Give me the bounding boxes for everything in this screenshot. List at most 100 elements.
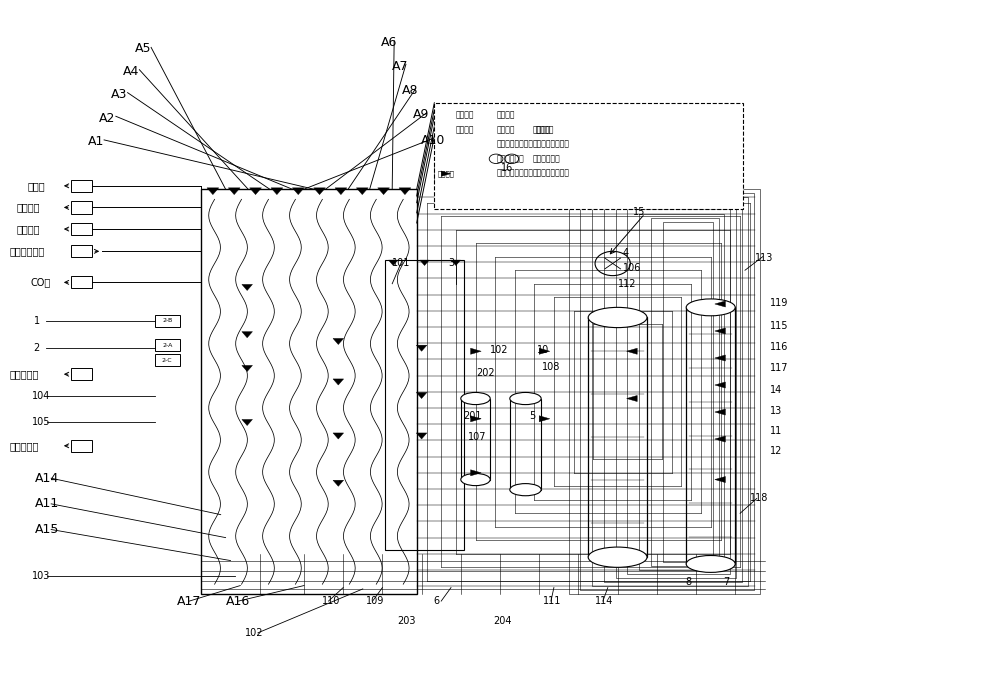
Text: A5: A5 <box>134 42 151 55</box>
Ellipse shape <box>588 307 647 328</box>
Polygon shape <box>388 260 398 265</box>
Bar <box>627 209 730 574</box>
Text: 5: 5 <box>529 411 536 421</box>
Bar <box>580 193 754 590</box>
Polygon shape <box>715 436 725 442</box>
Polygon shape <box>715 328 725 334</box>
Bar <box>686 307 735 564</box>
Text: A7: A7 <box>392 60 409 73</box>
Bar <box>448 127 464 134</box>
Bar <box>651 218 719 566</box>
Text: 4: 4 <box>622 247 629 258</box>
Text: 7: 7 <box>723 577 730 587</box>
Text: 15: 15 <box>633 207 646 217</box>
Text: 16: 16 <box>501 163 513 172</box>
Text: 108: 108 <box>542 362 561 373</box>
Text: 3: 3 <box>448 258 454 269</box>
Text: 107: 107 <box>468 432 486 442</box>
Polygon shape <box>627 348 637 354</box>
Text: 去重烃储存: 去重烃储存 <box>10 369 39 379</box>
Text: 117: 117 <box>770 363 788 373</box>
Ellipse shape <box>686 555 735 573</box>
Text: 中压氮气: 中压氮气 <box>497 125 516 134</box>
Text: 高压气相混合冷剂: 高压气相混合冷剂 <box>532 139 569 148</box>
Text: 10: 10 <box>537 345 549 355</box>
Bar <box>71 368 92 380</box>
Polygon shape <box>333 379 344 385</box>
Text: 1: 1 <box>34 316 40 326</box>
Bar <box>616 205 736 578</box>
Text: 2-C: 2-C <box>162 358 173 362</box>
Text: 高压液相混合冷剂: 高压液相混合冷剂 <box>497 169 534 178</box>
Bar <box>592 197 748 586</box>
Polygon shape <box>333 480 344 486</box>
Text: A9: A9 <box>413 108 429 121</box>
Bar <box>71 245 92 258</box>
Text: A15: A15 <box>34 523 59 536</box>
Bar <box>385 260 464 551</box>
Text: 204: 204 <box>493 617 512 626</box>
Bar <box>448 113 464 120</box>
Text: 115: 115 <box>770 321 788 331</box>
Text: 203: 203 <box>397 617 416 626</box>
Polygon shape <box>378 188 389 194</box>
Ellipse shape <box>510 393 541 404</box>
Text: A11: A11 <box>34 497 59 511</box>
Text: 14: 14 <box>770 385 782 395</box>
Text: 中压氮气: 中压氮气 <box>532 125 551 134</box>
Bar <box>604 201 742 582</box>
Text: A6: A6 <box>380 37 397 49</box>
Polygon shape <box>242 331 252 338</box>
Text: 2-A: 2-A <box>162 342 172 348</box>
Bar <box>569 189 760 595</box>
Ellipse shape <box>588 547 647 567</box>
Bar <box>71 440 92 452</box>
Polygon shape <box>416 433 427 439</box>
Polygon shape <box>441 171 451 176</box>
Polygon shape <box>292 188 304 194</box>
Polygon shape <box>228 188 240 194</box>
Polygon shape <box>715 301 725 307</box>
Text: 114: 114 <box>595 596 613 606</box>
Text: 201: 201 <box>464 411 482 421</box>
Text: 高压气相混合冷剂: 高压气相混合冷剂 <box>497 139 534 148</box>
Bar <box>434 103 743 209</box>
Ellipse shape <box>461 473 490 486</box>
Ellipse shape <box>461 393 490 404</box>
Bar <box>510 398 541 490</box>
Polygon shape <box>715 409 725 415</box>
Bar <box>155 339 180 351</box>
Ellipse shape <box>510 484 541 496</box>
Text: A2: A2 <box>99 112 116 125</box>
Text: 12: 12 <box>770 446 782 456</box>
Text: 109: 109 <box>366 596 384 606</box>
Bar <box>461 398 490 480</box>
Polygon shape <box>271 188 283 194</box>
Polygon shape <box>715 477 725 482</box>
Polygon shape <box>715 382 725 388</box>
Text: 高压氢气: 高压氢气 <box>17 224 40 234</box>
Bar <box>201 189 417 595</box>
Bar <box>155 315 180 327</box>
Bar <box>588 318 647 557</box>
Text: 高压液相混合冷剂: 高压液相混合冷剂 <box>532 169 569 178</box>
Text: 102: 102 <box>490 345 509 355</box>
Text: A1: A1 <box>87 136 104 148</box>
Text: 低压氮气: 低压氮气 <box>437 170 454 177</box>
Text: A3: A3 <box>111 88 127 101</box>
Polygon shape <box>471 470 481 476</box>
Polygon shape <box>471 415 481 422</box>
Text: 202: 202 <box>476 368 495 378</box>
Text: A10: A10 <box>421 134 445 147</box>
Text: 104: 104 <box>32 391 50 401</box>
Text: 13: 13 <box>770 406 782 415</box>
Text: 低压混合冷剂: 低压混合冷剂 <box>532 154 560 163</box>
Polygon shape <box>333 433 344 439</box>
Text: 103: 103 <box>32 571 50 581</box>
Bar <box>155 354 180 366</box>
Polygon shape <box>539 348 550 354</box>
Polygon shape <box>207 188 219 194</box>
Text: 富氮气: 富氮气 <box>28 181 45 191</box>
Polygon shape <box>356 188 368 194</box>
Text: A4: A4 <box>123 65 139 78</box>
